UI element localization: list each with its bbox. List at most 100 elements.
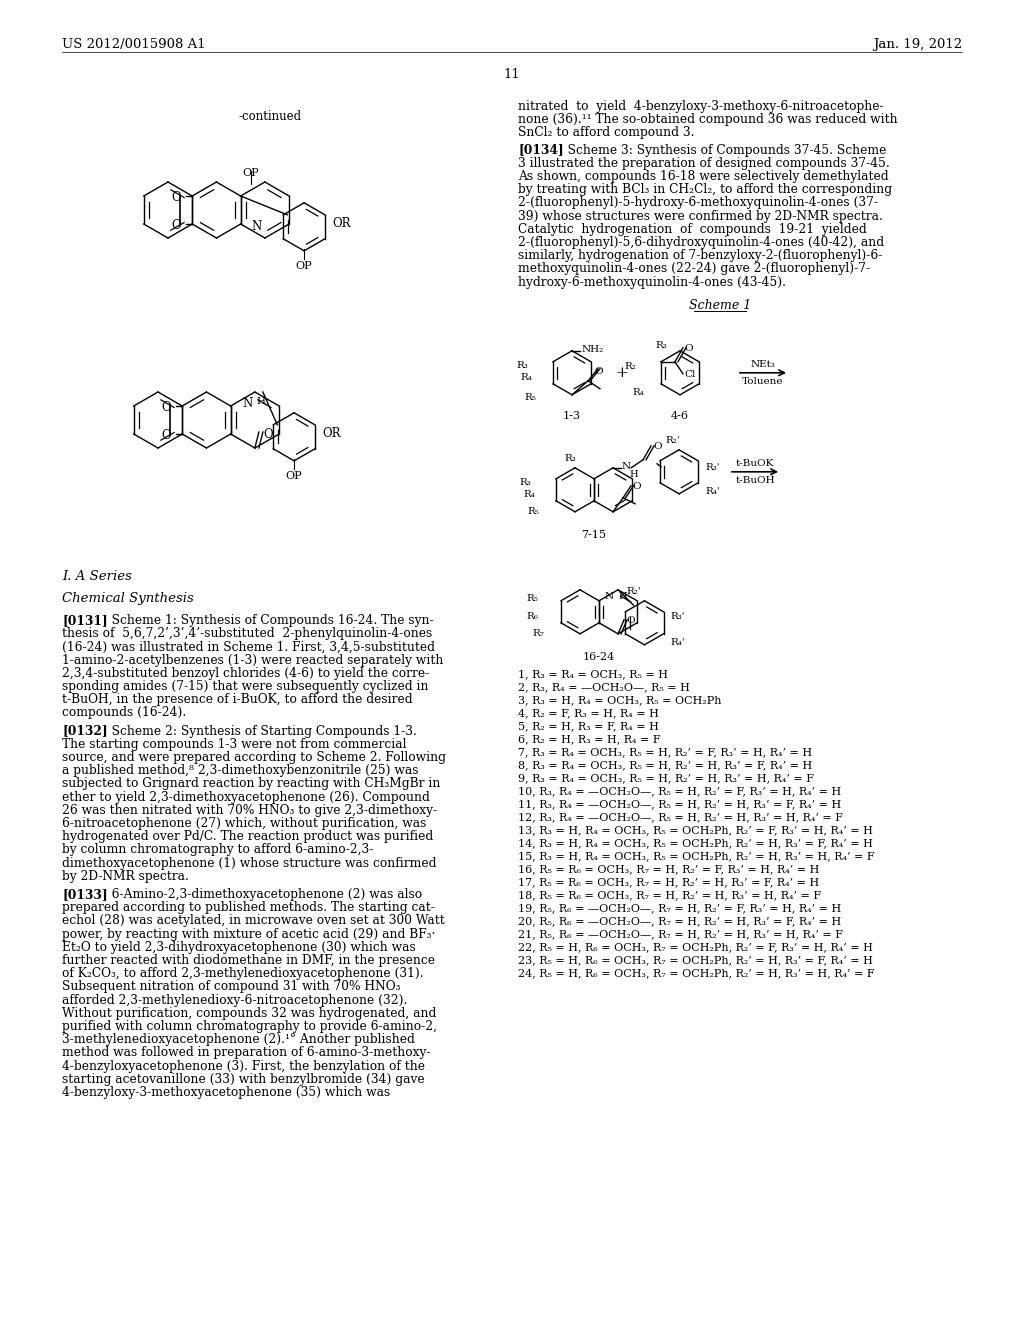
Text: R₄: R₄ bbox=[520, 372, 532, 381]
Text: R₃: R₃ bbox=[519, 478, 531, 487]
Text: R₂': R₂' bbox=[666, 436, 680, 445]
Text: 15, R₃ = H, R₄ = OCH₃, R₅ = OCH₂Ph, R₂’ = H, R₃’ = H, R₄’ = F: 15, R₃ = H, R₄ = OCH₃, R₅ = OCH₂Ph, R₂’ … bbox=[518, 851, 874, 861]
Text: [0131]: [0131] bbox=[62, 614, 108, 627]
Text: by 2D-NMR spectra.: by 2D-NMR spectra. bbox=[62, 870, 188, 883]
Text: a published method,⁸ 2,3-dimethoxybenzonitrile (25) was: a published method,⁸ 2,3-dimethoxybenzon… bbox=[62, 764, 419, 777]
Text: 18, R₅ = R₆ = OCH₃, R₇ = H, R₂’ = H, R₃’ = H, R₄’ = F: 18, R₅ = R₆ = OCH₃, R₇ = H, R₂’ = H, R₃’… bbox=[518, 890, 821, 900]
Text: R₄': R₄' bbox=[706, 487, 720, 496]
Text: R₃: R₃ bbox=[516, 360, 528, 370]
Text: hydrogenated over Pd/C. The reaction product was purified: hydrogenated over Pd/C. The reaction pro… bbox=[62, 830, 433, 843]
Text: 2, R₃, R₄ = —OCH₂O—, R₅ = H: 2, R₃, R₄ = —OCH₂O—, R₅ = H bbox=[518, 682, 690, 692]
Text: R₇: R₇ bbox=[532, 630, 544, 639]
Text: NEt₃: NEt₃ bbox=[751, 360, 775, 368]
Text: 10, R₃, R₄ = —OCH₂O—, R₅ = H, R₂’ = F, R₃’ = H, R₄’ = H: 10, R₃, R₄ = —OCH₂O—, R₅ = H, R₂’ = F, R… bbox=[518, 785, 842, 796]
Text: compounds (16-24).: compounds (16-24). bbox=[62, 706, 186, 719]
Text: power, by reacting with mixture of acetic acid (29) and BF₃·: power, by reacting with mixture of aceti… bbox=[62, 928, 435, 941]
Text: 19, R₅, R₆ = —OCH₂O—, R₇ = H, R₂’ = F, R₃’ = H, R₄’ = H: 19, R₅, R₆ = —OCH₂O—, R₇ = H, R₂’ = F, R… bbox=[518, 903, 842, 913]
Text: 14, R₃ = H, R₄ = OCH₃, R₅ = OCH₂Ph, R₂’ = H, R₃’ = F, R₄’ = H: 14, R₃ = H, R₄ = OCH₃, R₅ = OCH₂Ph, R₂’ … bbox=[518, 838, 872, 847]
Text: OP: OP bbox=[243, 168, 259, 178]
Text: of K₂CO₃, to afford 2,3-methylenedioxyacetophenone (31).: of K₂CO₃, to afford 2,3-methylenedioxyac… bbox=[62, 968, 424, 981]
Text: 5, R₂ = H, R₃ = F, R₄ = H: 5, R₂ = H, R₃ = F, R₄ = H bbox=[518, 721, 658, 731]
Text: methoxyquinolin-4-ones (22-24) gave 2-(fluorophenyl)-7-: methoxyquinolin-4-ones (22-24) gave 2-(f… bbox=[518, 263, 870, 276]
Text: 21, R₅, R₆ = —OCH₂O—, R₇ = H, R₂’ = H, R₃’ = H, R₄’ = F: 21, R₅, R₆ = —OCH₂O—, R₇ = H, R₂’ = H, R… bbox=[518, 929, 843, 939]
Text: 3, R₃ = H, R₄ = OCH₃, R₅ = OCH₂Ph: 3, R₃ = H, R₄ = OCH₃, R₅ = OCH₂Ph bbox=[518, 694, 722, 705]
Text: t-BuOK: t-BuOK bbox=[736, 459, 774, 467]
Text: R₃: R₃ bbox=[564, 454, 575, 463]
Text: 6, R₂ = H, R₃ = H, R₄ = F: 6, R₂ = H, R₃ = H, R₄ = F bbox=[518, 734, 660, 743]
Text: As shown, compounds 16-18 were selectively demethylated: As shown, compounds 16-18 were selective… bbox=[518, 170, 889, 183]
Text: O: O bbox=[595, 367, 603, 376]
Text: R₂: R₂ bbox=[624, 362, 636, 371]
Text: R₃: R₃ bbox=[655, 341, 667, 350]
Text: O: O bbox=[263, 428, 272, 441]
Text: 16-24: 16-24 bbox=[583, 652, 615, 661]
Text: Without purification, compounds 32 was hydrogenated, and: Without purification, compounds 32 was h… bbox=[62, 1007, 436, 1020]
Text: 2,3,4-substituted benzoyl chlorides (4-6) to yield the corre-: 2,3,4-substituted benzoyl chlorides (4-6… bbox=[62, 667, 429, 680]
Text: O: O bbox=[626, 616, 635, 624]
Text: R₅: R₅ bbox=[526, 594, 538, 603]
Text: 13, R₃ = H, R₄ = OCH₃, R₅ = OCH₂Ph, R₂’ = F, R₃’ = H, R₄’ = H: 13, R₃ = H, R₄ = OCH₃, R₅ = OCH₂Ph, R₂’ … bbox=[518, 825, 872, 834]
Text: OP: OP bbox=[296, 261, 312, 271]
Text: Scheme 2: Synthesis of Starting Compounds 1-3.: Scheme 2: Synthesis of Starting Compound… bbox=[100, 725, 417, 738]
Text: Jan. 19, 2012: Jan. 19, 2012 bbox=[872, 38, 962, 51]
Text: 7, R₃ = R₄ = OCH₃, R₅ = H, R₂’ = F, R₃’ = H, R₄’ = H: 7, R₃ = R₄ = OCH₃, R₅ = H, R₂’ = F, R₃’ … bbox=[518, 747, 812, 756]
Text: subjected to Grignard reaction by reacting with CH₃MgBr in: subjected to Grignard reaction by reacti… bbox=[62, 777, 440, 791]
Text: O: O bbox=[653, 442, 662, 451]
Text: N: N bbox=[622, 462, 630, 471]
Text: source, and were prepared according to Scheme 2. Following: source, and were prepared according to S… bbox=[62, 751, 446, 764]
Text: 24, R₅ = H, R₆ = OCH₃, R₇ = OCH₂Ph, R₂’ = H, R₃’ = H, R₄’ = F: 24, R₅ = H, R₆ = OCH₃, R₇ = OCH₂Ph, R₂’ … bbox=[518, 968, 874, 978]
Text: Scheme 3: Synthesis of Compounds 37-45. Scheme: Scheme 3: Synthesis of Compounds 37-45. … bbox=[556, 144, 887, 157]
Text: The starting compounds 1-3 were not from commercial: The starting compounds 1-3 were not from… bbox=[62, 738, 407, 751]
Text: prepared according to published methods. The starting cat-: prepared according to published methods.… bbox=[62, 902, 435, 915]
Text: +: + bbox=[615, 366, 629, 380]
Text: O: O bbox=[171, 191, 181, 205]
Text: ether to yield 2,3-dimethoxyacetophenone (26). Compound: ether to yield 2,3-dimethoxyacetophenone… bbox=[62, 791, 430, 804]
Text: O: O bbox=[684, 343, 692, 352]
Text: by treating with BCl₃ in CH₂Cl₂, to afford the corresponding: by treating with BCl₃ in CH₂Cl₂, to affo… bbox=[518, 183, 892, 197]
Text: starting acetovanillone (33) with benzylbromide (34) gave: starting acetovanillone (33) with benzyl… bbox=[62, 1073, 425, 1086]
Text: by column chromatography to afford 6-amino-2,3-: by column chromatography to afford 6-ami… bbox=[62, 843, 374, 857]
Text: Scheme 1: Synthesis of Compounds 16-24. The syn-: Scheme 1: Synthesis of Compounds 16-24. … bbox=[100, 614, 433, 627]
Text: N: N bbox=[252, 220, 262, 232]
Text: 1-amino-2-acetylbenzenes (1-3) were reacted separately with: 1-amino-2-acetylbenzenes (1-3) were reac… bbox=[62, 653, 443, 667]
Text: 3-methylenedioxyacetophenone (2).¹° Another published: 3-methylenedioxyacetophenone (2).¹° Anot… bbox=[62, 1034, 415, 1047]
Text: 22, R₅ = H, R₆ = OCH₃, R₇ = OCH₂Ph, R₂’ = F, R₃’ = H, R₄’ = H: 22, R₅ = H, R₆ = OCH₃, R₇ = OCH₂Ph, R₂’ … bbox=[518, 941, 872, 952]
Text: N: N bbox=[243, 397, 253, 411]
Text: SnCl₂ to afford compound 3.: SnCl₂ to afford compound 3. bbox=[518, 127, 694, 140]
Text: 4-benzyloxyacetophenone (3). First, the benzylation of the: 4-benzyloxyacetophenone (3). First, the … bbox=[62, 1060, 425, 1073]
Text: 2-(fluorophenyl)-5-hydroxy-6-methoxyquinolin-4-ones (37-: 2-(fluorophenyl)-5-hydroxy-6-methoxyquin… bbox=[518, 197, 878, 210]
Text: purified with column chromatography to provide 6-amino-2,: purified with column chromatography to p… bbox=[62, 1020, 437, 1034]
Text: 12, R₃, R₄ = —OCH₂O—, R₅ = H, R₂’ = H, R₃’ = H, R₄’ = F: 12, R₃, R₄ = —OCH₂O—, R₅ = H, R₂’ = H, R… bbox=[518, 812, 843, 822]
Text: Cl: Cl bbox=[684, 370, 695, 379]
Text: [0132]: [0132] bbox=[62, 725, 108, 738]
Text: R₅: R₅ bbox=[527, 507, 539, 516]
Text: R₃': R₃' bbox=[671, 611, 685, 620]
Text: 16, R₅ = R₆ = OCH₃, R₇ = H, R₂’ = F, R₃’ = H, R₄’ = H: 16, R₅ = R₆ = OCH₃, R₇ = H, R₂’ = F, R₃’… bbox=[518, 863, 819, 874]
Text: Et₂O to yield 2,3-dihydroxyacetophenone (30) which was: Et₂O to yield 2,3-dihydroxyacetophenone … bbox=[62, 941, 416, 954]
Text: t-BuOH: t-BuOH bbox=[735, 475, 775, 484]
Text: 8, R₃ = R₄ = OCH₃, R₅ = H, R₂’ = H, R₃’ = F, R₄’ = H: 8, R₃ = R₄ = OCH₃, R₅ = H, R₂’ = H, R₃’ … bbox=[518, 760, 812, 770]
Text: 4, R₂ = F, R₃ = H, R₄ = H: 4, R₂ = F, R₃ = H, R₄ = H bbox=[518, 708, 658, 718]
Text: nitrated  to  yield  4-benzyloxy-3-methoxy-6-nitroacetophe-: nitrated to yield 4-benzyloxy-3-methoxy-… bbox=[518, 100, 884, 114]
Text: 6-Amino-2,3-dimethoxyacetophenone (2) was also: 6-Amino-2,3-dimethoxyacetophenone (2) wa… bbox=[100, 888, 422, 902]
Text: 1-3: 1-3 bbox=[563, 411, 581, 421]
Text: 20, R₅, R₆ = —OCH₂O—, R₇ = H, R₂’ = H, R₃’ = F, R₄’ = H: 20, R₅, R₆ = —OCH₂O—, R₇ = H, R₂’ = H, R… bbox=[518, 916, 842, 925]
Text: O: O bbox=[162, 401, 171, 414]
Text: OP: OP bbox=[286, 471, 302, 480]
Text: 26 was then nitrated with 70% HNO₃ to give 2,3-dimethoxy-: 26 was then nitrated with 70% HNO₃ to gi… bbox=[62, 804, 437, 817]
Text: 39) whose structures were confirmed by 2D-NMR spectra.: 39) whose structures were confirmed by 2… bbox=[518, 210, 883, 223]
Text: afforded 2,3-methylenedioxy-6-nitroacetophenone (32).: afforded 2,3-methylenedioxy-6-nitroaceto… bbox=[62, 994, 408, 1007]
Text: 1, R₃ = R₄ = OCH₃, R₅ = H: 1, R₃ = R₄ = OCH₃, R₅ = H bbox=[518, 669, 668, 678]
Text: echol (28) was acetylated, in microwave oven set at 300 Watt: echol (28) was acetylated, in microwave … bbox=[62, 915, 444, 928]
Text: H: H bbox=[629, 470, 638, 479]
Text: similarly, hydrogenation of 7-benzyloxy-2-(fluorophenyl)-6-: similarly, hydrogenation of 7-benzyloxy-… bbox=[518, 249, 883, 263]
Text: R₅: R₅ bbox=[524, 392, 536, 401]
Text: O: O bbox=[162, 429, 171, 442]
Text: -continued: -continued bbox=[239, 110, 301, 123]
Text: R₄: R₄ bbox=[632, 388, 644, 397]
Text: (16-24) was illustrated in Scheme 1. First, 3,4,5-substituted: (16-24) was illustrated in Scheme 1. Fir… bbox=[62, 640, 435, 653]
Text: R₄: R₄ bbox=[523, 490, 535, 499]
Text: 9, R₃ = R₄ = OCH₃, R₅ = H, R₂’ = H, R₃’ = H, R₄’ = F: 9, R₃ = R₄ = OCH₃, R₅ = H, R₂’ = H, R₃’ … bbox=[518, 772, 814, 783]
Text: R₄': R₄' bbox=[671, 638, 685, 647]
Text: 11: 11 bbox=[504, 69, 520, 81]
